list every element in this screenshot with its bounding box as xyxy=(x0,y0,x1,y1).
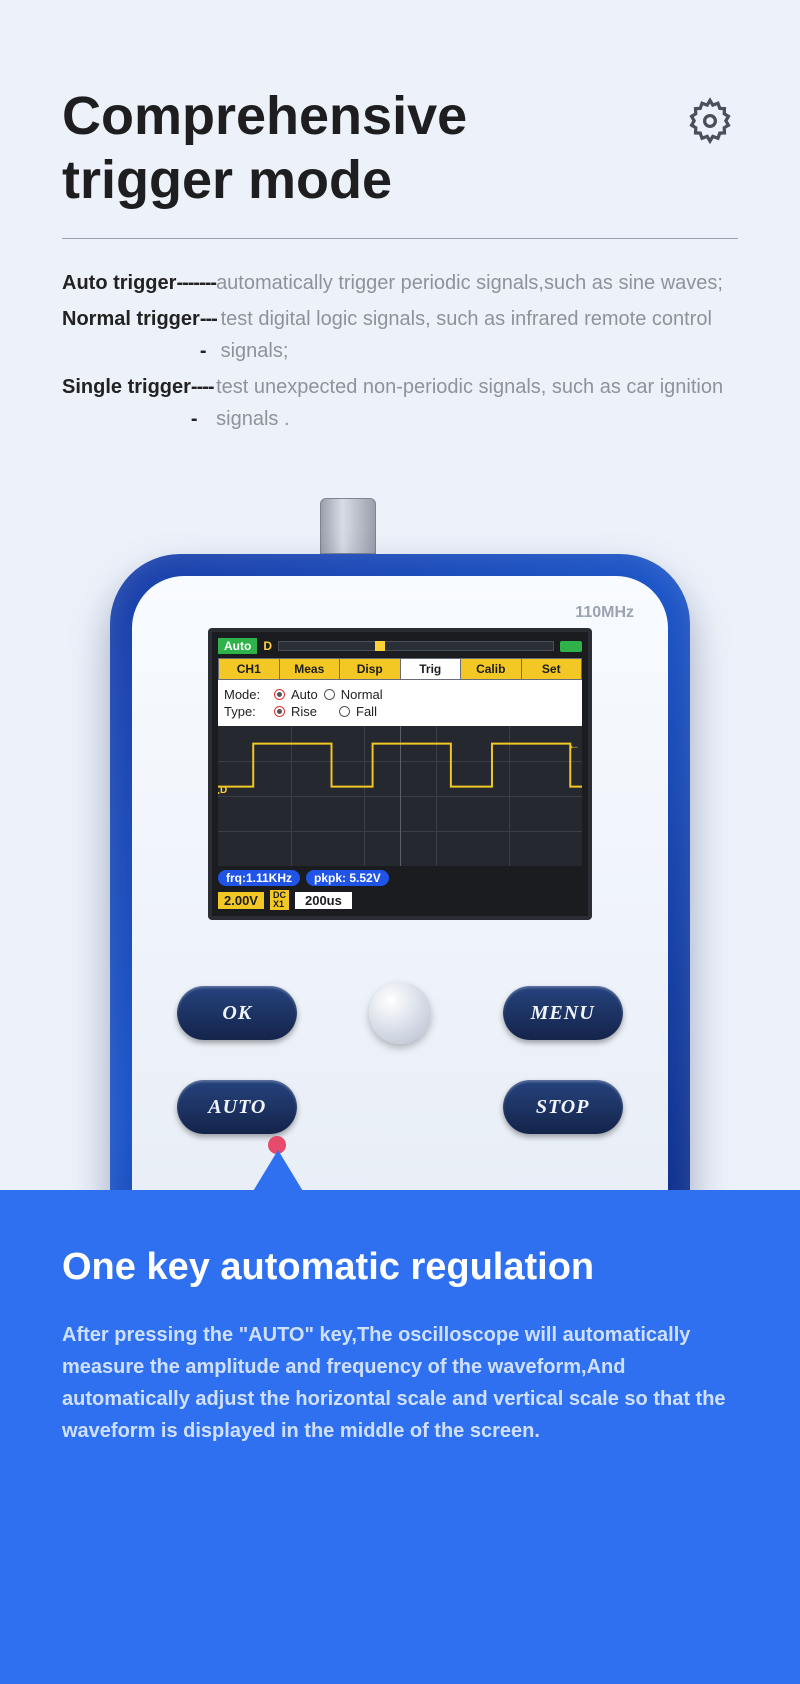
tab-trig[interactable]: Trig xyxy=(401,659,462,679)
coupling: DCX1 xyxy=(270,890,289,910)
gear-icon xyxy=(682,93,738,149)
position-bar xyxy=(278,641,554,651)
auto-tag: Auto xyxy=(218,638,257,654)
trigger-label: Auto trigger xyxy=(62,267,176,299)
menu-button[interactable]: MENU xyxy=(503,986,623,1040)
ok-button[interactable]: OK xyxy=(177,986,297,1040)
waveform-svg xyxy=(218,726,582,814)
radio-auto[interactable] xyxy=(274,689,285,700)
dashes: ---- xyxy=(200,303,221,367)
divider xyxy=(62,238,738,239)
title-line1: Comprehensive xyxy=(62,86,467,146)
pointer-triangle xyxy=(238,1150,318,1216)
time-div: 200us xyxy=(295,892,352,909)
button-grid: OK MENU AUTO STOP xyxy=(156,982,644,1134)
bandwidth-label: 110MHz xyxy=(575,604,634,622)
trigger-desc: automatically trigger periodic signals,s… xyxy=(216,267,723,299)
lcd-screen: Auto D CH1 Meas Disp Trig Calib Set Mode… xyxy=(208,628,592,920)
type-rise-label: Rise xyxy=(291,704,317,719)
mode-normal-label: Normal xyxy=(341,687,383,702)
tab-meas[interactable]: Meas xyxy=(280,659,341,679)
info-banner: One key automatic regulation After press… xyxy=(0,1190,800,1684)
d-marker: D xyxy=(263,639,272,653)
tab-set[interactable]: Set xyxy=(522,659,582,679)
mode-row: Mode: Auto Normal xyxy=(224,687,576,702)
oscilloscope-device: 110MHz Auto D CH1 Meas Disp Trig Calib S… xyxy=(110,498,690,1274)
bnc-connector xyxy=(320,498,376,554)
auto-button[interactable]: AUTO xyxy=(177,1080,297,1134)
type-row: Type: Rise Fall xyxy=(224,704,576,719)
banner-text: After pressing the "AUTO" key,The oscill… xyxy=(62,1319,738,1447)
page-title: Comprehensive trigger mode xyxy=(62,85,467,212)
trigger-row-auto: Auto trigger ------- automatically trigg… xyxy=(62,267,738,299)
dashes: ------- xyxy=(176,267,216,299)
mode-auto-label: Auto xyxy=(291,687,318,702)
device-face: 110MHz Auto D CH1 Meas Disp Trig Calib S… xyxy=(132,576,668,1252)
header: Comprehensive trigger mode xyxy=(0,0,800,239)
frq-pill: frq:1.11KHz xyxy=(218,870,300,886)
trigger-row-single: Single trigger ----- test unexpected non… xyxy=(62,371,738,435)
title-line2: trigger mode xyxy=(62,150,392,210)
waveform-area: D ← xyxy=(218,726,582,866)
type-fall-label: Fall xyxy=(356,704,377,719)
trigger-list: Auto trigger ------- automatically trigg… xyxy=(0,267,800,435)
joystick[interactable] xyxy=(369,982,431,1044)
pkpk-pill: pkpk: 5.52V xyxy=(306,870,389,886)
dashes: ----- xyxy=(191,371,216,435)
banner-title: One key automatic regulation xyxy=(62,1246,738,1289)
type-label: Type: xyxy=(224,704,268,719)
screen-bottom: 2.00V DCX1 200us xyxy=(218,890,582,910)
radio-fall[interactable] xyxy=(339,706,350,717)
trigger-row-normal: Normal trigger ---- test digital logic s… xyxy=(62,303,738,367)
radio-rise[interactable] xyxy=(274,706,285,717)
callout-pointer xyxy=(238,1136,318,1216)
trigger-label: Normal trigger xyxy=(62,303,200,367)
tab-ch1[interactable]: CH1 xyxy=(219,659,280,679)
screen-tabs: CH1 Meas Disp Trig Calib Set xyxy=(218,658,582,680)
arrow-icon: ← xyxy=(568,738,580,752)
trigger-label: Single trigger xyxy=(62,371,191,435)
device-case: 110MHz Auto D CH1 Meas Disp Trig Calib S… xyxy=(110,554,690,1274)
waveform-path xyxy=(218,744,582,787)
tab-disp[interactable]: Disp xyxy=(340,659,401,679)
radio-normal[interactable] xyxy=(324,689,335,700)
trigger-desc: test digital logic signals, such as infr… xyxy=(221,303,738,367)
stop-button[interactable]: STOP xyxy=(503,1080,623,1134)
battery-icon xyxy=(560,641,582,652)
mode-label: Mode: xyxy=(224,687,268,702)
screen-topbar: Auto D xyxy=(218,638,582,654)
measurements: frq:1.11KHz pkpk: 5.52V xyxy=(218,870,582,886)
trigger-desc: test unexpected non-periodic signals, su… xyxy=(216,371,738,435)
options-panel: Mode: Auto Normal Type: Rise Fall xyxy=(218,680,582,726)
tab-calib[interactable]: Calib xyxy=(461,659,522,679)
volts-div: 2.00V xyxy=(218,892,264,909)
